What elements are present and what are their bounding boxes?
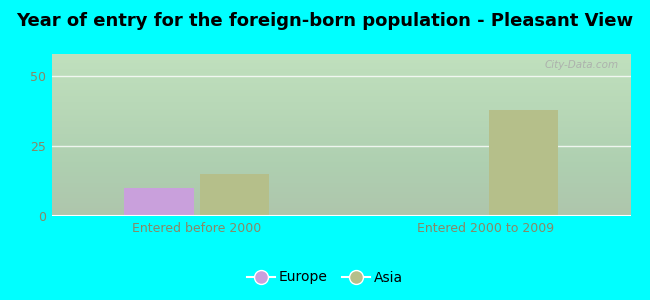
Bar [124, 188, 194, 216]
Bar [489, 110, 558, 216]
Bar [200, 174, 269, 216]
Legend: Europe, Asia: Europe, Asia [242, 265, 408, 290]
Text: City-Data.com: City-Data.com [545, 61, 619, 70]
Text: Year of entry for the foreign-born population - Pleasant View: Year of entry for the foreign-born popul… [16, 12, 634, 30]
